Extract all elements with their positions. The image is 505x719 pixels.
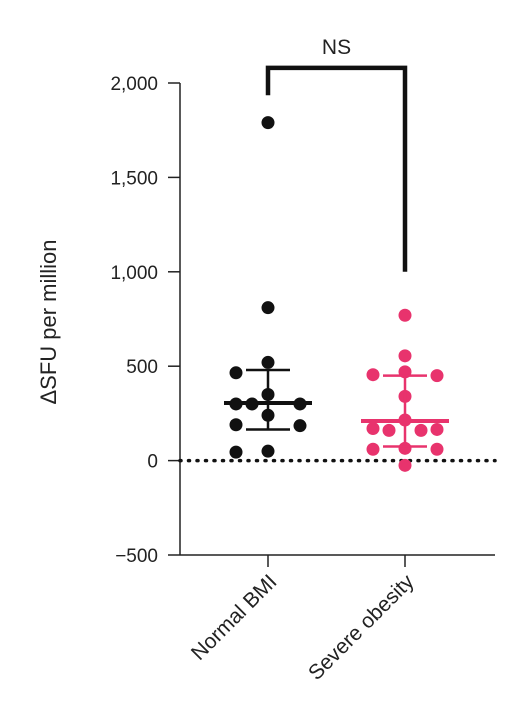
significance-annotation: NS <box>265 36 408 272</box>
data-point <box>261 116 275 130</box>
y-tick-label: 1,500 <box>110 168 158 189</box>
data-point <box>398 458 412 472</box>
data-point <box>261 301 275 315</box>
data-point <box>398 441 412 455</box>
y-tick-label: 500 <box>126 357 158 378</box>
data-point <box>366 442 380 456</box>
data-point <box>366 422 380 436</box>
y-axis: −500 0 500 1,000 1,500 2,000 <box>110 74 495 567</box>
category-label: Normal BMI <box>187 570 282 665</box>
summary-bars <box>224 368 449 448</box>
data-points <box>229 116 444 472</box>
data-point <box>398 349 412 363</box>
y-tick-label: 2,000 <box>110 74 158 95</box>
data-point <box>293 419 307 433</box>
data-point <box>430 442 444 456</box>
data-point <box>430 369 444 383</box>
data-point <box>398 308 412 322</box>
y-axis-title: ΔSFU per million <box>36 239 61 404</box>
y-tick-label: 0 <box>147 452 158 473</box>
data-point <box>430 422 444 436</box>
significance-bracket <box>265 65 408 272</box>
data-point <box>261 355 275 369</box>
data-point <box>414 423 428 437</box>
significance-label: NS <box>322 36 351 59</box>
y-tick-label: 1,000 <box>110 263 158 284</box>
data-point <box>229 366 243 380</box>
data-point <box>229 445 243 459</box>
data-point <box>366 368 380 382</box>
data-point <box>261 444 275 458</box>
y-tick-label: −500 <box>115 546 158 567</box>
data-point <box>382 423 396 437</box>
category-labels: Normal BMI Severe obesity <box>187 570 419 685</box>
category-label: Severe obesity <box>304 570 419 685</box>
data-point <box>229 418 243 432</box>
